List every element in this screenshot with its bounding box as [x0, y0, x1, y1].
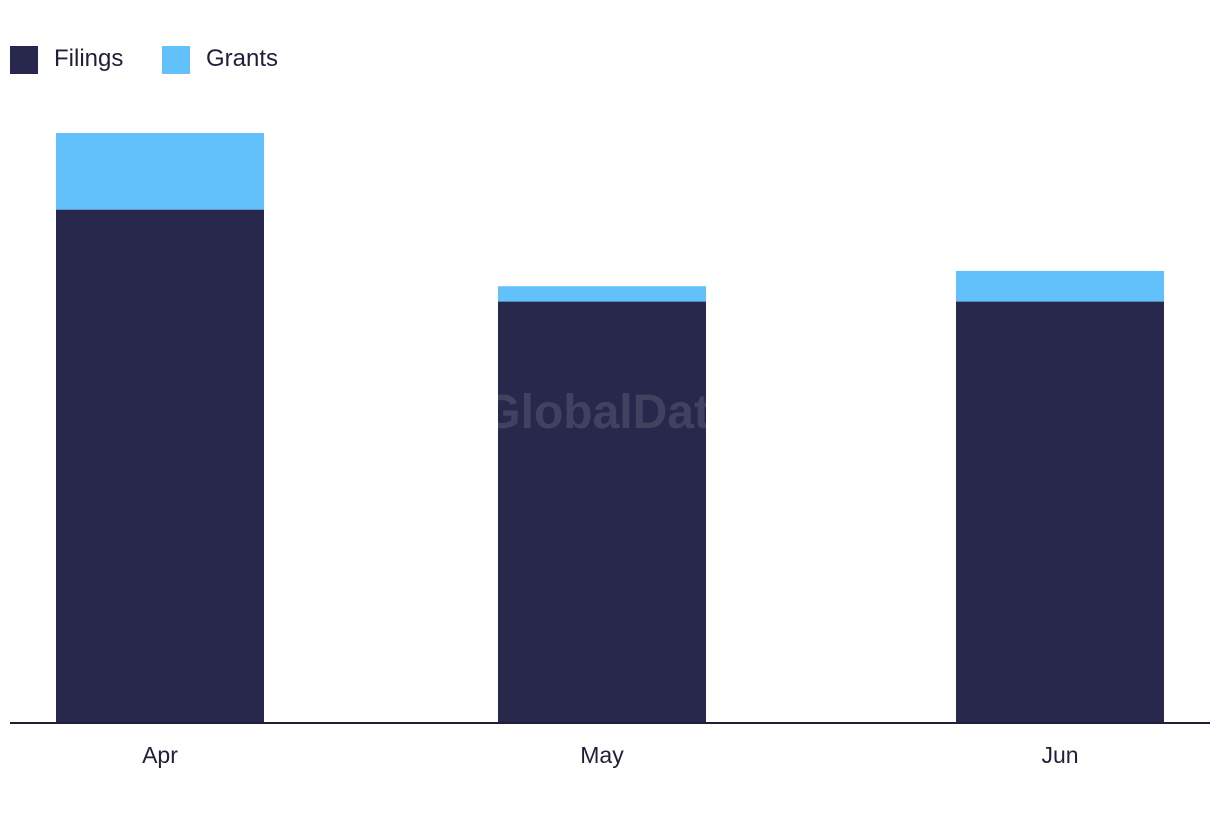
x-tick-label-may: May — [580, 742, 624, 768]
legend-label-filings: Filings — [54, 45, 123, 72]
bar-grants-jun — [956, 270, 1164, 302]
x-tick-label-apr: Apr — [142, 742, 178, 768]
legend-label-grants: Grants — [206, 45, 278, 72]
legend-swatch-filings — [10, 46, 38, 74]
legend-swatch-grants — [162, 46, 190, 74]
x-tick-label-jun: Jun — [1041, 742, 1078, 768]
bar-grants-apr — [56, 132, 264, 210]
bar-grants-may — [498, 286, 706, 302]
legend: Filings Grants — [10, 45, 278, 74]
bars — [56, 132, 1164, 724]
bar-filings-may — [498, 301, 706, 723]
bar-filings-apr — [56, 209, 264, 724]
x-axis-tick-labels: Apr May Jun — [142, 742, 1078, 768]
bar-filings-jun — [956, 301, 1164, 723]
watermark: GlobalData — [483, 386, 737, 439]
